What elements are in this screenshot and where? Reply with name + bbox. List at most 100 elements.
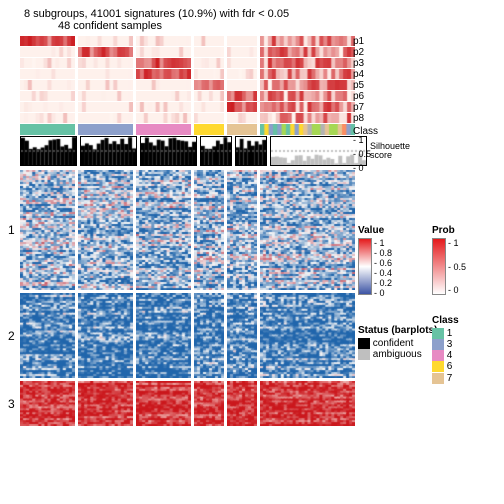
prob-cell [194, 36, 224, 46]
legend-class: Class 1 3 4 6 7 [432, 315, 459, 384]
prob-cell [227, 58, 257, 68]
heatmap-cell [260, 293, 355, 378]
prob-cell [227, 91, 257, 101]
prob-row-p4 [20, 69, 400, 79]
class-strip-cell [194, 124, 224, 135]
legend-value: Value- 1- 0.8- 0.6- 0.4- 0.2- 0 [358, 225, 392, 295]
silhouette-cell [80, 136, 137, 166]
prob-cell [78, 69, 133, 79]
prob-cell [78, 36, 133, 46]
prob-cell [20, 102, 75, 112]
prob-cell [78, 80, 133, 90]
title-line1: 8 subgroups, 41001 signatures (10.9%) wi… [24, 8, 496, 20]
legend-item: 4 [432, 350, 459, 361]
class-strip-cell [260, 124, 355, 135]
prob-cell [136, 36, 191, 46]
prob-row-p7 [20, 102, 400, 112]
legend-tick: - 0.4 [374, 268, 392, 278]
heatmap-row-group-2 [20, 293, 400, 378]
legend-swatch [432, 373, 444, 384]
prob-cell [260, 80, 355, 90]
class-strip-cell [227, 124, 257, 135]
legend-item: 1 [432, 328, 459, 339]
legend-item: confident [358, 338, 437, 349]
legend-gradient [432, 238, 446, 295]
legend-label: 1 [444, 328, 452, 339]
legend-swatch [432, 350, 444, 361]
legend-title: Prob [432, 225, 466, 236]
legend-item: ambiguous [358, 349, 437, 360]
legend-label: confident [370, 338, 413, 349]
p-label: p4 [353, 69, 364, 80]
prob-cell [136, 113, 191, 123]
p-label: p8 [353, 113, 364, 124]
legend-label: 4 [444, 350, 452, 361]
legend-swatch [358, 338, 370, 349]
heatmap-cell [260, 170, 355, 290]
prob-cell [194, 80, 224, 90]
legend-tick: - 0.8 [374, 248, 392, 258]
prob-cell [194, 69, 224, 79]
legend-tick: - 0 [448, 285, 466, 295]
sil-tick: - 0 [353, 164, 364, 173]
heatmap-row-group-3 [20, 381, 400, 426]
p-label: p6 [353, 91, 364, 102]
title-line2: 48 confident samples [58, 20, 496, 32]
heatmap-group-label: 3 [8, 397, 15, 411]
p-label: p7 [353, 102, 364, 113]
heatmap-cell [227, 381, 257, 426]
prob-cell [20, 47, 75, 57]
prob-cell [260, 113, 355, 123]
legend-title: Class [432, 315, 459, 326]
legend-swatch [432, 328, 444, 339]
legend-label: 6 [444, 362, 452, 373]
prob-cell [78, 58, 133, 68]
legend-label: ambiguous [370, 349, 422, 360]
prob-cell [136, 80, 191, 90]
prob-cell [260, 36, 355, 46]
prob-cell [227, 102, 257, 112]
heatmap-cell [136, 381, 191, 426]
prob-cell [20, 36, 75, 46]
prob-cell [136, 69, 191, 79]
prob-cell [78, 102, 133, 112]
sil-tick: - 0.5 [353, 150, 371, 159]
heatmap-cell [78, 381, 133, 426]
p-label: p1 [353, 36, 364, 47]
heatmap-cell [194, 170, 224, 290]
legend-swatch [432, 339, 444, 350]
heatmap-cell [194, 293, 224, 378]
prob-cell [78, 91, 133, 101]
sil-label: Silhouettescore [370, 142, 410, 160]
prob-row-p6 [20, 91, 400, 101]
heatmap-group-label: 1 [8, 223, 15, 237]
prob-cell [260, 58, 355, 68]
prob-cell [194, 102, 224, 112]
prob-cell [227, 47, 257, 57]
silhouette-cell [20, 136, 77, 166]
legend-swatch [358, 349, 370, 360]
prob-cell [136, 102, 191, 112]
prob-row-p8 [20, 113, 400, 123]
prob-cell [260, 102, 355, 112]
prob-cell [20, 80, 75, 90]
prob-cell [227, 80, 257, 90]
prob-cell [194, 58, 224, 68]
heatmap-cell [78, 293, 133, 378]
title: 8 subgroups, 41001 signatures (10.9%) wi… [8, 8, 496, 32]
class-strip-cell [20, 124, 75, 135]
prob-cell [227, 36, 257, 46]
silhouette-cell [200, 136, 232, 166]
prob-cell [136, 47, 191, 57]
prob-cell [260, 91, 355, 101]
heatmap-cell [227, 170, 257, 290]
prob-cell [78, 47, 133, 57]
sil-tick: - 1 [353, 136, 364, 145]
prob-cell [194, 113, 224, 123]
prob-row-p1 [20, 36, 400, 46]
prob-row-p3 [20, 58, 400, 68]
p-label: p3 [353, 58, 364, 69]
heatmap-group-label: 2 [8, 329, 15, 343]
heatmap-cell [136, 293, 191, 378]
legend-gradient [358, 238, 372, 295]
